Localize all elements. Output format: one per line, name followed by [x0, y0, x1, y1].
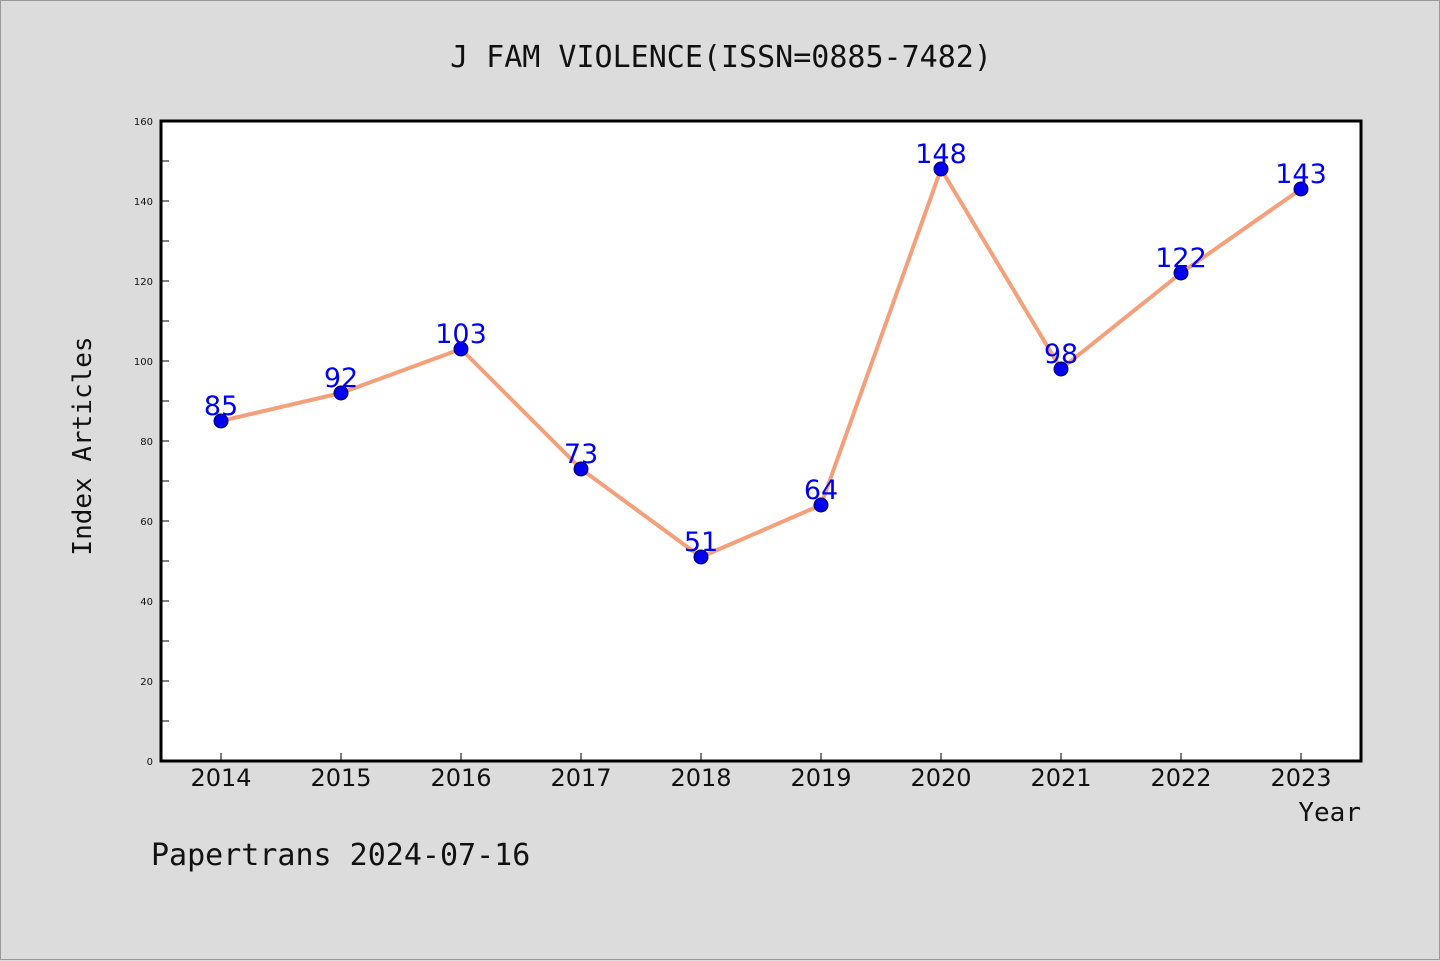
data-label: 51 — [684, 527, 718, 558]
x-tick-label: 2020 — [910, 764, 971, 792]
x-tick-label: 2015 — [310, 764, 371, 792]
x-axis: 2014 2015 2016 2017 2018 2019 2020 2021 2022 2023 — [190, 753, 1332, 792]
data-point-marker — [693, 549, 709, 565]
x-tick-label: 2017 — [550, 764, 611, 792]
y-tick-label: 0 — [147, 757, 153, 768]
data-label: 103 — [435, 319, 487, 350]
y-tick-label: 60 — [140, 517, 153, 528]
data-point-marker — [573, 461, 589, 477]
series-line — [220, 167, 1303, 559]
data-label: 148 — [915, 139, 967, 170]
y-axis-label: Index Articles — [68, 336, 98, 555]
data-label: 98 — [1044, 339, 1078, 370]
data-point-marker — [1173, 265, 1189, 281]
plot-area — [159, 119, 1363, 763]
y-tick-label: 40 — [140, 597, 153, 608]
markers-group — [213, 161, 1309, 565]
footer-watermark: Papertrans 2024-07-16 — [151, 838, 530, 873]
data-point-marker — [333, 385, 349, 401]
x-tick-label: 2014 — [190, 764, 251, 792]
x-tick-label: 2018 — [670, 764, 731, 792]
chart-title: J FAM VIOLENCE(ISSN=0885-7482) — [450, 40, 992, 75]
x-tick-label: 2023 — [1270, 764, 1331, 792]
data-point-marker — [813, 497, 829, 513]
data-point-marker — [453, 341, 469, 357]
data-labels-group: 85 92 103 73 51 64 148 98 122 143 — [204, 139, 1327, 558]
data-label: 122 — [1155, 243, 1207, 274]
data-label: 143 — [1275, 159, 1327, 190]
data-label: 85 — [204, 391, 238, 422]
data-point-marker — [1293, 181, 1309, 197]
y-tick-label: 80 — [140, 437, 153, 448]
data-point-marker — [213, 413, 229, 429]
y-tick-label: 160 — [134, 117, 153, 128]
x-tick-label: 2019 — [790, 764, 851, 792]
y-axis: 0 20 40 60 80 100 120 140 160 — [134, 117, 169, 768]
data-point-marker — [1053, 361, 1069, 377]
x-tick-label: 2016 — [430, 764, 491, 792]
data-label: 92 — [324, 363, 358, 394]
y-tick-label: 140 — [134, 197, 153, 208]
x-tick-label: 2022 — [1150, 764, 1211, 792]
data-label: 73 — [564, 439, 598, 470]
series-line-group — [220, 167, 1303, 559]
y-tick-label: 20 — [140, 677, 153, 688]
y-tick-label: 120 — [134, 277, 153, 288]
data-label: 64 — [804, 475, 838, 506]
x-tick-label: 2021 — [1030, 764, 1091, 792]
y-tick-label: 100 — [134, 357, 153, 368]
x-axis-label: Year — [1298, 798, 1361, 828]
data-point-marker — [933, 161, 949, 177]
